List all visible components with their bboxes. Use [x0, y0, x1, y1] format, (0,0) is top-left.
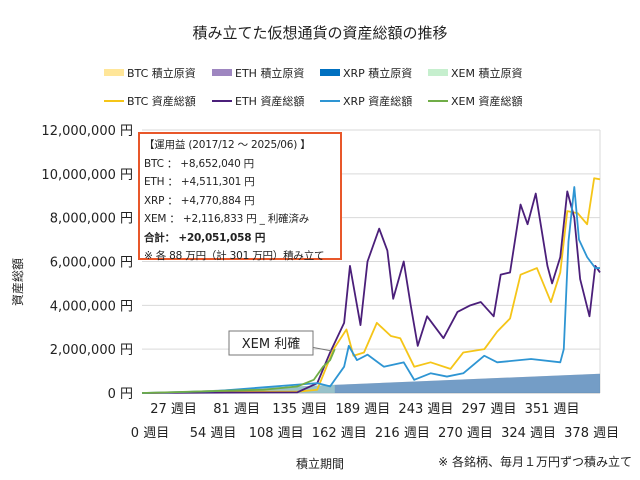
legend-label: XRP 資産総額 [343, 94, 412, 108]
profit-eth: ETH ： +4,511,301 円 [144, 176, 255, 188]
x-tick-labels: 27 週目 81 週目 135 週目 189 週目 243 週目 297 週目 351 週目… [131, 402, 619, 441]
annotation-box [228, 330, 314, 356]
legend-swatch [212, 69, 232, 76]
annotation-label: XEM 利確 [242, 336, 300, 352]
footnote: ※ 各銘柄、毎月１万円ずつ積み立て [438, 454, 632, 469]
x-tick-label: 81 週目 [213, 402, 260, 417]
legend-swatch [104, 69, 124, 76]
series-lines [141, 177, 601, 394]
y-tick-label: 0 円 [108, 387, 133, 402]
x-tick-label: 324 週目 [501, 426, 556, 441]
profit-xrp: XRP ： +4,770,884 円 [144, 194, 255, 207]
x-tick-label: 243 週目 [398, 402, 453, 417]
x-tick-label: 351 週目 [525, 402, 580, 417]
legend-label: XEM 積立原資 [451, 66, 522, 80]
legend-label: BTC 資産総額 [127, 94, 196, 108]
legend-label: ETH 積立原資 [235, 66, 304, 80]
principal-areas [142, 373, 600, 393]
x-tick-label: 270 週目 [438, 426, 493, 441]
legend-swatch [320, 69, 340, 76]
profit-total: 合計： +20,051,058 円 [144, 231, 266, 244]
legend: BTC 積立原資 ETH 積立原資 XRP 積立原資 XEM 積立原資 BTC 資産総額… [104, 66, 522, 108]
legend-label: BTC 積立原資 [127, 66, 196, 80]
y-tick-label: 4,000,000 円 [50, 299, 133, 314]
x-tick-label: 216 週目 [375, 426, 430, 441]
y-tick-label: 2,000,000 円 [50, 343, 133, 358]
x-tick-label: 108 週目 [249, 426, 304, 441]
y-axis-label: 資産総額 [10, 258, 25, 306]
annotation-xem: XEM 利確 [228, 330, 333, 356]
y-tick-label: 6,000,000 円 [50, 256, 133, 271]
y-tick-label: 10,000,000 円 [41, 168, 133, 183]
profit-box-title: 【運用益 (2017/12 ～ 2025/06) 】 [144, 139, 311, 151]
legend-label: XEM 資産総額 [451, 94, 522, 108]
x-tick-label: 162 週目 [312, 426, 367, 441]
profit-btc: BTC ： +8,652,040 円 [144, 157, 254, 170]
legend-swatch [428, 69, 448, 76]
series-line [141, 348, 336, 394]
x-tick-label: 189 週目 [335, 402, 390, 417]
y-tick-label: 8,000,000 円 [50, 212, 133, 227]
x-tick-label: 0 週目 [131, 426, 169, 441]
x-tick-label: 297 週目 [462, 402, 517, 417]
x-axis-label: 積立期間 [296, 456, 344, 471]
x-tick-label: 54 週目 [190, 426, 237, 441]
x-tick-label: 27 週目 [150, 402, 197, 417]
x-tick-label: 378 週目 [564, 426, 619, 441]
chart-title: 積み立てた仮想通貨の資産総額の推移 [192, 24, 447, 42]
legend-label: XRP 積立原資 [343, 66, 412, 80]
profit-note: ※ 各 88 万円（計 301 万円）積み立て [144, 250, 325, 262]
series-line [141, 177, 601, 394]
series-line [141, 186, 600, 394]
x-tick-label: 135 週目 [272, 402, 327, 417]
y-tick-label: 12,000,000 円 [41, 124, 133, 139]
profit-box: 【運用益 (2017/12 ～ 2025/06) 】 BTC ： +8,652,… [138, 132, 342, 262]
series-line [141, 190, 601, 394]
y-tick-labels: 0 円 2,000,000 円 4,000,000 円 6,000,000 円 8,00… [41, 124, 133, 402]
principal-area [142, 373, 600, 393]
profit-xem: XEM ： +2,116,833 円 _ 利確済み [144, 213, 310, 225]
legend-label: ETH 資産総額 [235, 94, 304, 108]
